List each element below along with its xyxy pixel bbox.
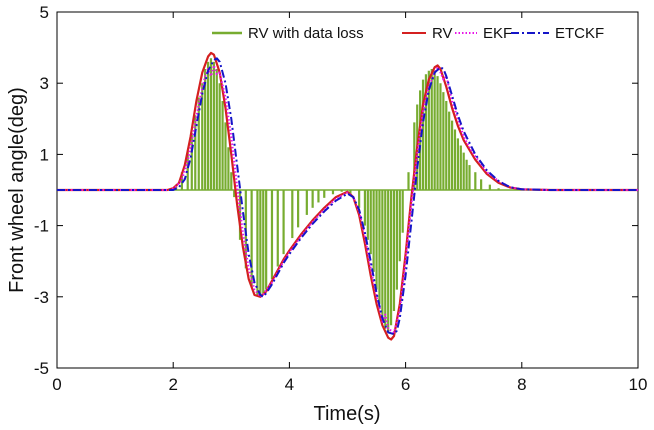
legend-label: ETCKF	[555, 25, 604, 42]
x-tick-label: 10	[629, 375, 648, 394]
x-tick-label: 0	[52, 375, 61, 394]
series-line-etckf	[57, 57, 638, 336]
x-axis-title: Time(s)	[313, 403, 380, 425]
x-tick-label: 8	[517, 375, 526, 394]
legend-label: EKF	[483, 25, 512, 42]
lines-layer	[57, 51, 638, 341]
ticks-layer: 0 2 4 6 8 10 -5 -3 -1 1 3 5	[34, 3, 648, 394]
y-tick-label: 3	[40, 74, 49, 93]
legend-label: RV	[432, 25, 453, 42]
x-tick-label: 2	[168, 375, 177, 394]
legend: RV with data loss RV EKF ETCKF	[212, 25, 604, 42]
x-tick-label: 6	[401, 375, 410, 394]
y-tick-label: 5	[40, 3, 49, 22]
y-axis-title: Front wheel angle(deg)	[6, 87, 28, 293]
legend-label: RV with data loss	[248, 25, 364, 42]
y-tick-label: -1	[34, 217, 49, 236]
y-tick-label: -3	[34, 288, 49, 307]
y-tick-label: -5	[34, 359, 49, 378]
x-tick-label: 4	[285, 375, 294, 394]
y-tick-label: 1	[40, 145, 49, 164]
stems-layer	[57, 58, 638, 333]
